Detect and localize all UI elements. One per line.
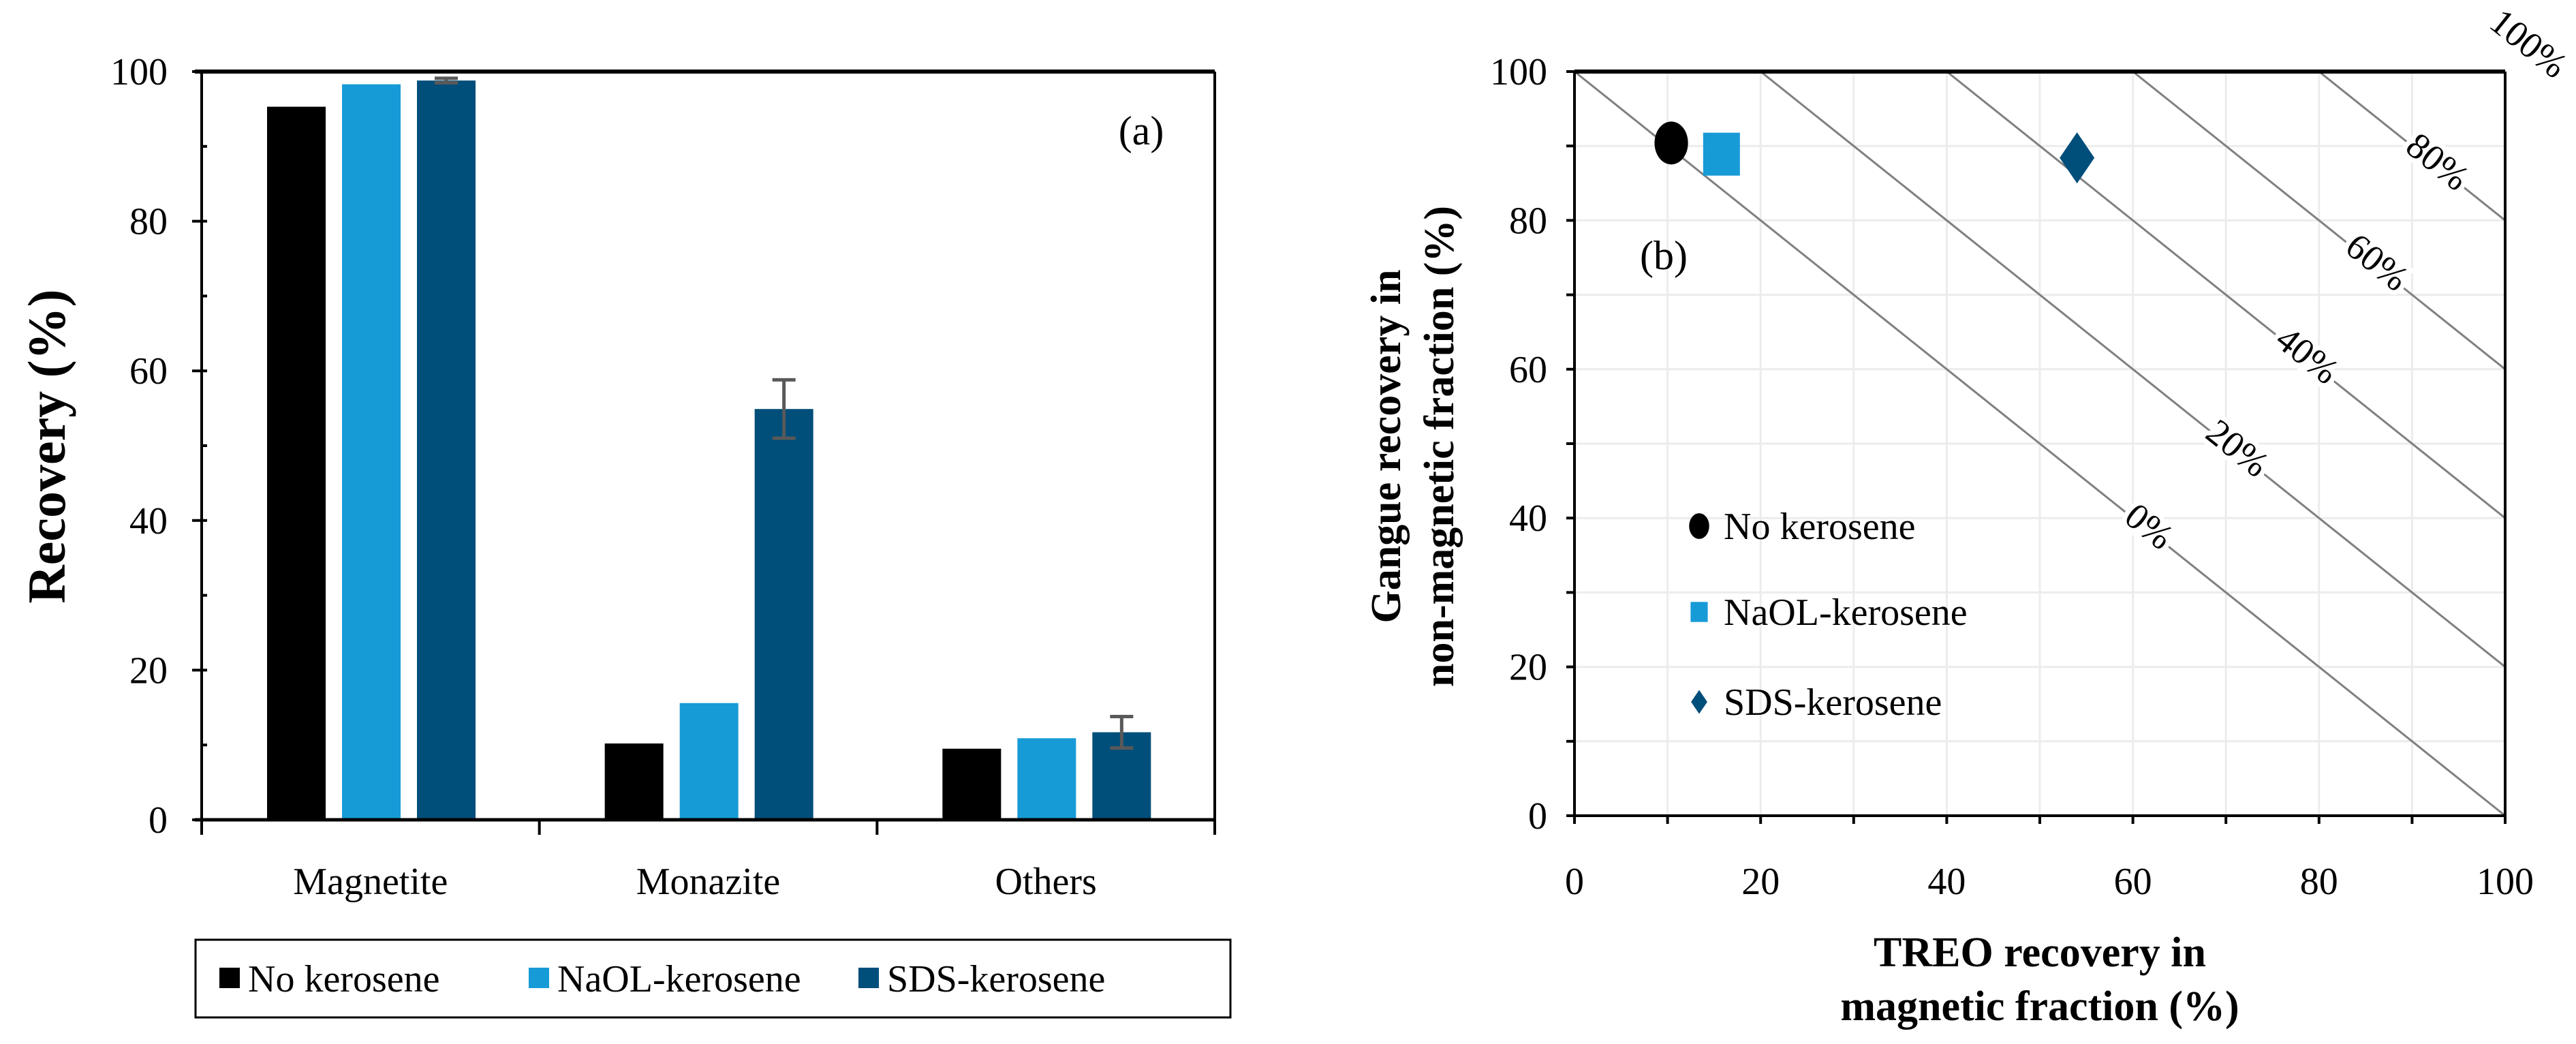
efficiency-line xyxy=(2132,70,2506,370)
y-tick-label: 100 xyxy=(1490,51,1547,93)
y-tick-label: 100 xyxy=(110,51,168,93)
bar-others-1 xyxy=(1017,738,1076,820)
legend-label: NaOL-kerosene xyxy=(557,958,801,1000)
efficiency-line xyxy=(1574,70,2506,817)
bar-others-0 xyxy=(942,748,1002,820)
legend: No kerosene NaOL-kerosene SDS-kerosene xyxy=(1689,506,1968,724)
panel-label-a: (a) xyxy=(1119,108,1164,153)
bar-magnetite-1 xyxy=(342,84,401,820)
y-tick-label: 40 xyxy=(129,500,168,542)
data-points xyxy=(1654,121,2095,184)
panel-label-b: (b) xyxy=(1640,233,1688,278)
x-tick-label: 100 xyxy=(2477,861,2534,903)
point-circle xyxy=(1654,121,1688,165)
legend-circle-icon xyxy=(1689,513,1709,539)
y-tick-label: 80 xyxy=(1509,200,1547,242)
x-tick-label: 20 xyxy=(1741,861,1780,903)
bar-magnetite-0 xyxy=(267,106,326,820)
x-tick-label: Magnetite xyxy=(293,861,448,903)
x-axis-title-line2: magnetic fraction (%) xyxy=(1840,983,2239,1030)
legend-swatch xyxy=(219,968,240,988)
y-axis-title: Recovery (%) xyxy=(17,289,76,603)
efficiency-line xyxy=(2318,70,2506,221)
point-square xyxy=(1703,132,1740,176)
legend-label: NaOL-kerosene xyxy=(1724,592,1968,634)
efficiency-line xyxy=(1946,70,2506,519)
legend-box xyxy=(194,938,1232,1019)
y-tick-label: 20 xyxy=(1509,647,1547,689)
legend-diamond-icon xyxy=(1691,690,1707,714)
x-tick-label: 40 xyxy=(1927,861,1966,903)
legend: No kerosene NaOL-kerosene SDS-kerosene xyxy=(194,938,1232,1019)
y-tick-label: 80 xyxy=(129,201,168,243)
y-tick-label: 60 xyxy=(1509,349,1547,391)
y-axis-title-line1: Gangue recovery in xyxy=(1363,270,1410,624)
legend-label: No kerosene xyxy=(1724,506,1915,548)
bar-monazite-0 xyxy=(604,743,664,820)
y-tick-label: 0 xyxy=(1528,795,1547,838)
legend-label: SDS-kerosene xyxy=(1724,681,1942,724)
y-tick-label: 0 xyxy=(149,799,168,842)
y-axis-title-line2: non-magnetic fraction (%) xyxy=(1416,206,1463,687)
x-tick-label: 60 xyxy=(2114,861,2152,903)
axes: 0 20 40 60 80 100 0 20 40 60 80 100 xyxy=(1490,51,2534,903)
y-tick-label: 40 xyxy=(1509,497,1547,540)
x-tick-label: 0 xyxy=(1565,861,1584,903)
x-axis-title-line1: TREO recovery in xyxy=(1874,930,2206,976)
legend-swatch xyxy=(858,968,879,988)
legend-label: SDS-kerosene xyxy=(887,958,1105,1000)
legend-label: No kerosene xyxy=(248,958,439,1000)
bar-monazite-1 xyxy=(679,703,739,820)
panel-a-bar-chart: Magnetite Monazite Others 0 20 40 60 80 100 Reco… xyxy=(17,51,1232,1019)
bar-monazite-2 xyxy=(754,409,813,820)
x-tick-label: Others xyxy=(995,861,1097,903)
legend-swatch xyxy=(529,968,549,988)
legend-square-icon xyxy=(1690,602,1708,622)
x-tick-label: 80 xyxy=(2300,861,2338,903)
x-tick-label: Monazite xyxy=(636,861,780,903)
bars xyxy=(267,76,1151,820)
efficiency-line xyxy=(1760,70,2506,668)
bar-magnetite-2 xyxy=(417,80,476,820)
y-tick-label: 60 xyxy=(129,350,168,393)
axes: Magnetite Monazite Others 0 20 40 60 80 100 xyxy=(110,51,1216,903)
point-diamond xyxy=(2060,132,2095,184)
y-tick-label: 20 xyxy=(129,649,168,692)
